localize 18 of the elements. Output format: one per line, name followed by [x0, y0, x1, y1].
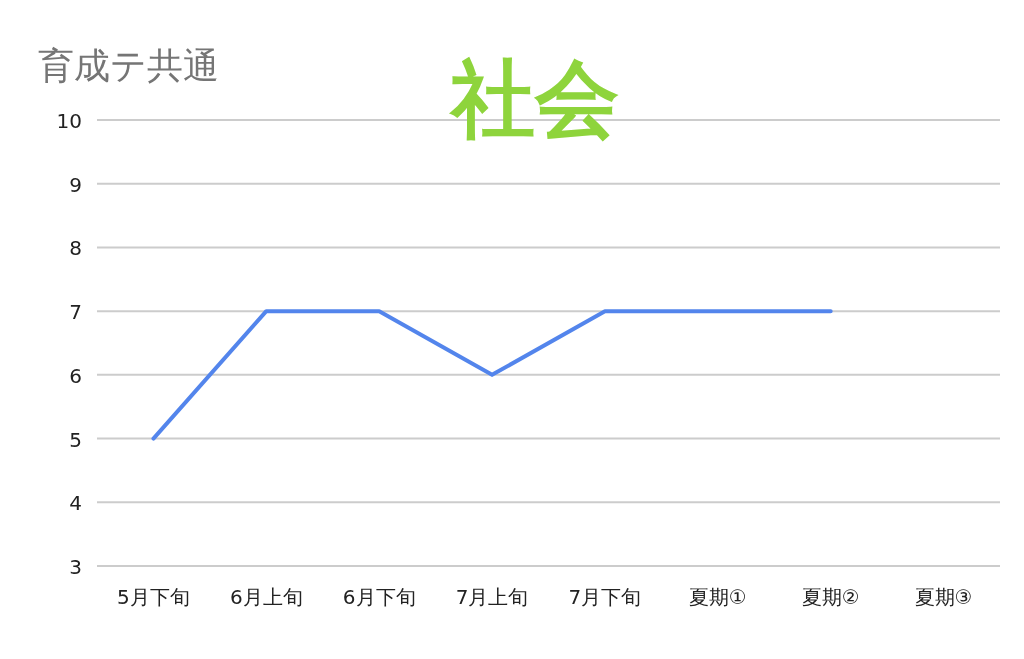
y-tick-label: 6: [69, 363, 82, 388]
y-tick-label: 5: [69, 427, 82, 452]
y-tick-label: 9: [69, 172, 82, 197]
x-tick-label: 夏期①: [688, 585, 747, 609]
x-tick-label: 7月上旬: [455, 585, 529, 609]
y-tick-label: 10: [56, 109, 82, 133]
x-tick-label: 7月下旬: [568, 585, 642, 609]
y-tick-label: 4: [69, 491, 82, 516]
x-tick-label: 6月上旬: [229, 585, 303, 609]
chart-subtitle: 育成テ共通: [38, 45, 219, 86]
y-tick-label: 3: [69, 555, 82, 579]
y-tick-label: 8: [69, 236, 82, 261]
chart-title: 社会: [448, 50, 619, 148]
x-tick-label: 5月下旬: [117, 585, 190, 609]
x-tick-label: 夏期③: [914, 585, 973, 609]
y-tick-label: 7: [69, 300, 82, 325]
x-tick-label: 6月下旬: [342, 585, 416, 609]
x-tick-label: 夏期②: [801, 585, 860, 609]
